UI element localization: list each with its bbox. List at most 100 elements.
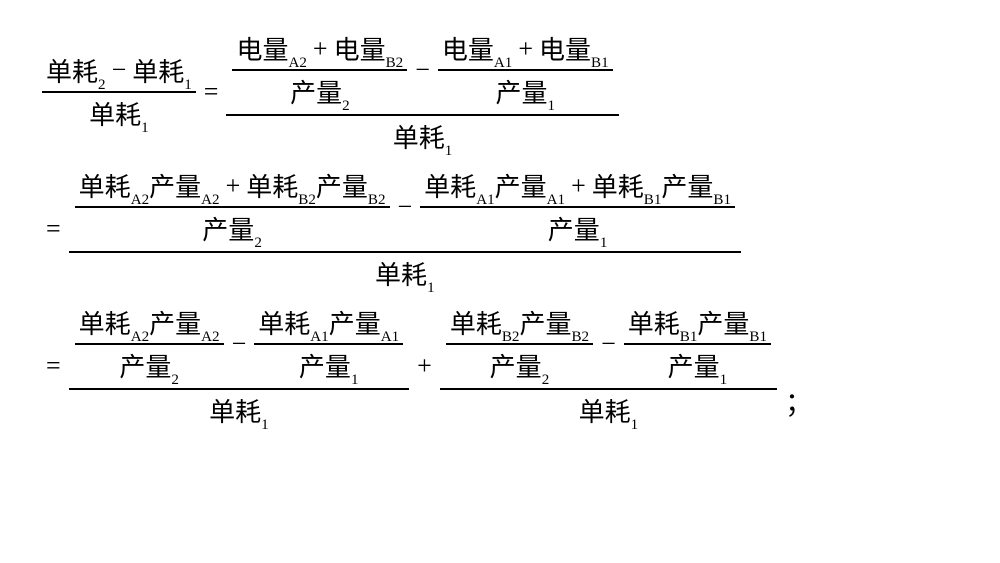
equation-row-1: 单耗2 − 单耗1 单耗1 = 电量A2 + 电量B2 产量2 − bbox=[40, 26, 960, 157]
sub-1: 1 bbox=[600, 235, 608, 252]
sub-1: 1 bbox=[184, 77, 192, 94]
plus-op: + bbox=[220, 171, 247, 201]
sub-2: 2 bbox=[171, 372, 179, 389]
sub-b2: B2 bbox=[386, 55, 404, 72]
dianliang-text: 电量 bbox=[334, 30, 386, 67]
sub-b1: B1 bbox=[713, 192, 731, 209]
danhao-text: 单耗 bbox=[375, 255, 427, 292]
danhao-term: 单耗1 bbox=[89, 95, 149, 132]
danhao-term: 单耗1 bbox=[579, 392, 639, 429]
chanliang-text: 产量 bbox=[548, 210, 600, 247]
dianliang-text: 电量 bbox=[539, 30, 591, 67]
nested-fraction: 电量A2 + 电量B2 产量2 bbox=[232, 28, 407, 112]
nested-fraction: 电量A1 + 电量B1 产量1 bbox=[438, 28, 613, 112]
danhao-text: 单耗 bbox=[393, 118, 445, 155]
danhao-text: 单耗 bbox=[79, 167, 131, 204]
chanliang-term: 产量B2 bbox=[316, 167, 386, 204]
sub-1: 1 bbox=[548, 98, 556, 115]
sub-b2: B2 bbox=[502, 329, 520, 346]
chanliang-term: 产量2 bbox=[290, 73, 350, 110]
sub-a2: A2 bbox=[201, 192, 219, 209]
chanliang-term: 产量B2 bbox=[519, 304, 589, 341]
plus-op: + bbox=[512, 34, 539, 64]
danhao-term: 单耗A1 bbox=[424, 167, 494, 204]
chanliang-text: 产量 bbox=[661, 167, 713, 204]
sub-b2: B2 bbox=[368, 192, 386, 209]
plus-op: + bbox=[411, 351, 438, 381]
sub-b1: B1 bbox=[591, 55, 609, 72]
chanliang-term: 产量2 bbox=[202, 210, 262, 247]
danhao-term: 单耗B2 bbox=[450, 304, 520, 341]
sub-2: 2 bbox=[542, 372, 550, 389]
chanliang-text: 产量 bbox=[202, 210, 254, 247]
sub-a2: A2 bbox=[131, 192, 149, 209]
sub-b1: B1 bbox=[749, 329, 767, 346]
chanliang-term: 产量B1 bbox=[661, 167, 731, 204]
sub-1: 1 bbox=[351, 372, 359, 389]
nested-fraction: 单耗B2 产量B2 产量2 bbox=[446, 302, 593, 386]
danhao-term: 单耗A1 bbox=[258, 304, 328, 341]
chanliang-text: 产量 bbox=[316, 167, 368, 204]
chanliang-text: 产量 bbox=[149, 304, 201, 341]
chanliang-term: 产量1 bbox=[495, 73, 555, 110]
rhs-fraction-1: 电量A2 + 电量B2 产量2 − 电量A1 + 电量B1 产量1 bbox=[226, 26, 618, 157]
equation-row-3: = 单耗A2 产量A2 产量2 − 单耗A1 产量A1 bbox=[40, 300, 960, 431]
sub-2: 2 bbox=[254, 235, 262, 252]
danhao-text: 单耗 bbox=[592, 167, 644, 204]
nested-fraction: 单耗B1 产量B1 产量1 bbox=[624, 302, 771, 386]
danhao-term: 单耗A2 bbox=[79, 167, 149, 204]
sub-a1: A1 bbox=[310, 329, 328, 346]
sub-a2: A2 bbox=[201, 329, 219, 346]
chanliang-term: 产量A2 bbox=[149, 304, 219, 341]
plus-op: + bbox=[565, 171, 592, 201]
dianliang-text: 电量 bbox=[442, 30, 494, 67]
sub-a1: A1 bbox=[494, 55, 512, 72]
chanliang-term: 产量1 bbox=[668, 347, 728, 384]
rhs-fraction-2: 单耗A2 产量A2 + 单耗B2 产量B2 产量2 − 单耗A1 产量A1 + … bbox=[69, 163, 741, 294]
chanliang-text: 产量 bbox=[329, 304, 381, 341]
danhao-term: 单耗B2 bbox=[246, 167, 316, 204]
sub-a2: A2 bbox=[288, 55, 306, 72]
danhao-term: 单耗1 bbox=[132, 52, 192, 89]
sub-1: 1 bbox=[427, 280, 435, 297]
danhao-text: 单耗 bbox=[46, 52, 98, 89]
sub-1: 1 bbox=[631, 417, 639, 434]
sub-2: 2 bbox=[98, 77, 106, 94]
chanliang-text: 产量 bbox=[119, 347, 171, 384]
semicolon: ； bbox=[779, 381, 813, 421]
danhao-text: 单耗 bbox=[89, 95, 141, 132]
chanliang-term: 产量2 bbox=[119, 347, 179, 384]
danhao-text: 单耗 bbox=[424, 167, 476, 204]
equals-op: = bbox=[40, 214, 67, 244]
chanliang-text: 产量 bbox=[519, 304, 571, 341]
chanliang-term: 产量1 bbox=[299, 347, 359, 384]
dianliang-term: 电量A1 bbox=[442, 30, 512, 67]
chanliang-term: 产量A1 bbox=[329, 304, 399, 341]
chanliang-term: 产量1 bbox=[548, 210, 608, 247]
sub-a1: A1 bbox=[547, 192, 565, 209]
rhs-fraction-3a: 单耗A2 产量A2 产量2 − 单耗A1 产量A1 产量1 bbox=[69, 300, 409, 431]
danhao-text: 单耗 bbox=[246, 167, 298, 204]
chanliang-text: 产量 bbox=[495, 167, 547, 204]
dianliang-text: 电量 bbox=[236, 30, 288, 67]
minus-op: − bbox=[226, 329, 253, 359]
chanliang-text: 产量 bbox=[495, 73, 547, 110]
chanliang-text: 产量 bbox=[697, 304, 749, 341]
danhao-text: 单耗 bbox=[628, 304, 680, 341]
danhao-term: 单耗1 bbox=[375, 255, 435, 292]
rhs-fraction-3b: 单耗B2 产量B2 产量2 − 单耗B1 产量B1 产量1 bbox=[440, 300, 777, 431]
sub-b1: B1 bbox=[680, 329, 698, 346]
danhao-term: 单耗1 bbox=[209, 392, 269, 429]
sub-a1: A1 bbox=[381, 329, 399, 346]
dianliang-term: 电量B1 bbox=[539, 30, 609, 67]
equals-op: = bbox=[40, 351, 67, 381]
nested-fraction: 单耗A2 产量A2 + 单耗B2 产量B2 产量2 bbox=[75, 165, 390, 249]
chanliang-text: 产量 bbox=[490, 347, 542, 384]
sub-1: 1 bbox=[720, 372, 728, 389]
sub-1: 1 bbox=[261, 417, 269, 434]
sub-1: 1 bbox=[141, 120, 149, 137]
minus-op: − bbox=[392, 192, 419, 222]
chanliang-term: 产量2 bbox=[490, 347, 550, 384]
chanliang-text: 产量 bbox=[668, 347, 720, 384]
danhao-text: 单耗 bbox=[79, 304, 131, 341]
